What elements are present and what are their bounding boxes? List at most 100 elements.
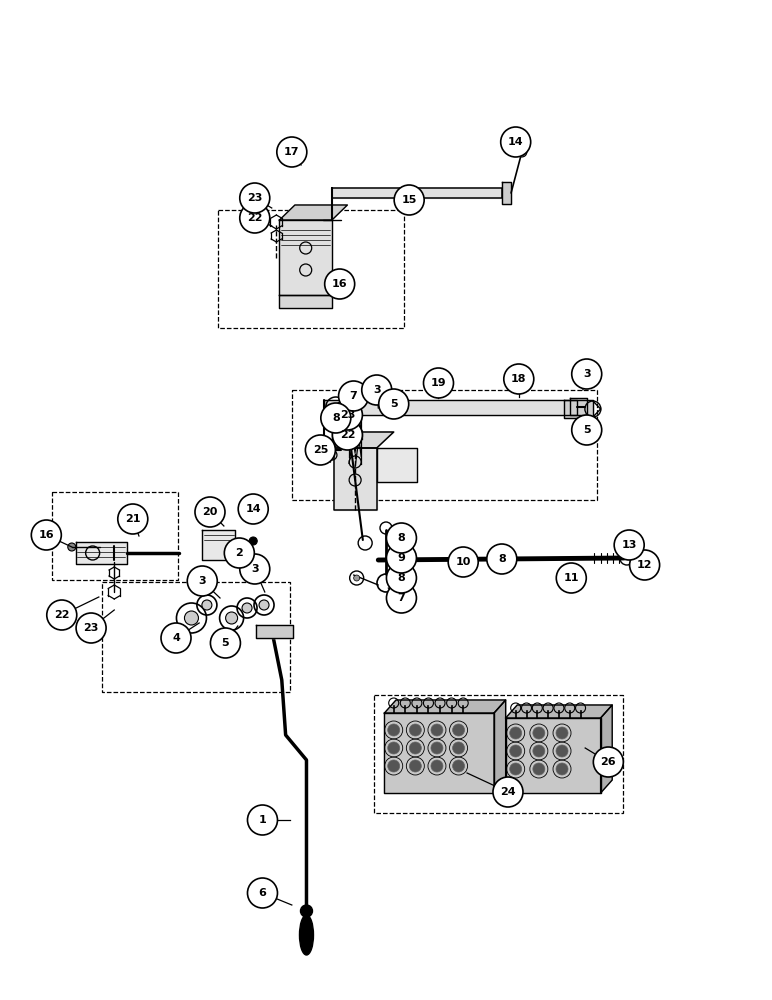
Bar — [292, 390, 597, 500]
Text: 13: 13 — [621, 540, 637, 550]
Circle shape — [387, 583, 416, 613]
Circle shape — [501, 127, 530, 157]
Polygon shape — [279, 295, 332, 308]
Polygon shape — [502, 182, 511, 204]
Circle shape — [259, 600, 269, 610]
Polygon shape — [506, 705, 612, 718]
Text: 16: 16 — [39, 530, 54, 540]
Circle shape — [394, 185, 424, 215]
Polygon shape — [377, 448, 417, 482]
Circle shape — [379, 389, 408, 419]
Circle shape — [533, 727, 545, 739]
Text: 24: 24 — [500, 787, 516, 797]
Circle shape — [409, 742, 422, 754]
Polygon shape — [334, 448, 377, 510]
Text: 11: 11 — [564, 573, 579, 583]
Polygon shape — [384, 700, 506, 713]
Polygon shape — [494, 700, 506, 793]
Circle shape — [409, 724, 422, 736]
Polygon shape — [570, 398, 587, 415]
Circle shape — [594, 747, 623, 777]
Circle shape — [487, 544, 516, 574]
Circle shape — [493, 777, 523, 807]
Polygon shape — [332, 188, 502, 198]
Text: 8: 8 — [398, 533, 405, 543]
Circle shape — [240, 203, 269, 233]
Text: 14: 14 — [508, 137, 523, 147]
Circle shape — [556, 727, 568, 739]
Polygon shape — [279, 205, 347, 220]
Text: 8: 8 — [498, 554, 506, 564]
Circle shape — [339, 381, 368, 411]
Text: 22: 22 — [247, 213, 262, 223]
Text: 6: 6 — [259, 888, 266, 898]
Text: 8: 8 — [332, 413, 340, 423]
Circle shape — [188, 566, 217, 596]
Bar — [52, 492, 178, 580]
Circle shape — [225, 612, 238, 624]
Text: 3: 3 — [373, 385, 381, 395]
Text: 21: 21 — [125, 514, 141, 524]
Circle shape — [431, 760, 443, 772]
Text: 5: 5 — [222, 638, 229, 648]
Circle shape — [409, 760, 422, 772]
Text: 5: 5 — [583, 425, 591, 435]
Circle shape — [556, 745, 568, 757]
Circle shape — [387, 543, 416, 573]
Text: 23: 23 — [83, 623, 99, 633]
Circle shape — [354, 575, 360, 581]
Text: 18: 18 — [511, 374, 527, 384]
Circle shape — [615, 530, 644, 560]
Text: 22: 22 — [340, 430, 355, 440]
Text: 20: 20 — [202, 507, 218, 517]
Circle shape — [240, 183, 269, 213]
Polygon shape — [601, 705, 612, 793]
Circle shape — [572, 415, 601, 445]
Polygon shape — [279, 220, 332, 295]
Text: 2: 2 — [235, 548, 243, 558]
Text: 7: 7 — [350, 391, 357, 401]
Text: 8: 8 — [398, 573, 405, 583]
Circle shape — [424, 368, 453, 398]
Circle shape — [185, 611, 198, 625]
Circle shape — [248, 805, 277, 835]
Text: 10: 10 — [455, 557, 471, 567]
Circle shape — [572, 359, 601, 389]
Text: 5: 5 — [390, 399, 398, 409]
Circle shape — [76, 613, 106, 643]
Text: 19: 19 — [431, 378, 446, 388]
Polygon shape — [256, 625, 293, 638]
Circle shape — [118, 504, 147, 534]
Text: 3: 3 — [583, 369, 591, 379]
Polygon shape — [506, 718, 601, 793]
Circle shape — [449, 547, 478, 577]
Circle shape — [240, 554, 269, 584]
Polygon shape — [76, 542, 127, 564]
Text: 7: 7 — [398, 593, 405, 603]
Circle shape — [387, 523, 416, 553]
Circle shape — [249, 537, 257, 545]
Bar — [374, 695, 623, 813]
Text: 3: 3 — [198, 576, 206, 586]
Circle shape — [47, 600, 76, 630]
Circle shape — [32, 520, 61, 550]
Ellipse shape — [300, 915, 313, 955]
Circle shape — [195, 497, 225, 527]
Polygon shape — [384, 713, 494, 793]
Circle shape — [517, 147, 527, 157]
Text: 14: 14 — [245, 504, 261, 514]
Text: 4: 4 — [172, 633, 180, 643]
Circle shape — [248, 878, 277, 908]
Circle shape — [211, 628, 240, 658]
Circle shape — [161, 623, 191, 653]
Circle shape — [431, 742, 443, 754]
Bar — [218, 210, 404, 328]
Circle shape — [225, 538, 254, 568]
Circle shape — [333, 420, 362, 450]
Circle shape — [242, 603, 252, 613]
Circle shape — [533, 745, 545, 757]
Circle shape — [239, 494, 268, 524]
Text: 22: 22 — [54, 610, 69, 620]
Text: 17: 17 — [284, 147, 300, 157]
Circle shape — [342, 279, 350, 287]
